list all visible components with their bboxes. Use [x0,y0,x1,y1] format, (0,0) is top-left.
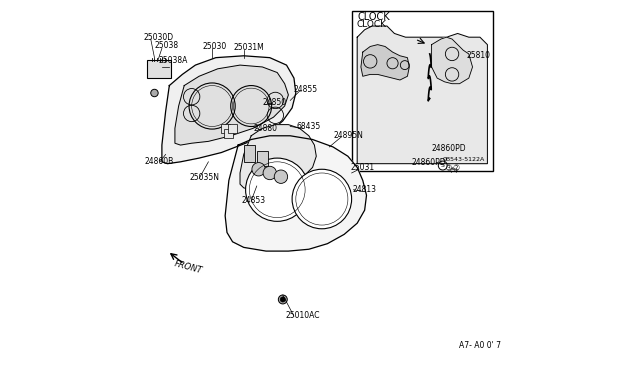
Circle shape [263,166,276,180]
Polygon shape [431,37,472,84]
Text: 25030: 25030 [203,42,227,51]
Text: 25030D: 25030D [143,33,173,42]
Bar [244,145,255,162]
Text: S: S [441,163,445,169]
Bar [225,129,234,138]
Text: CLOCK: CLOCK [356,20,387,29]
Text: 24895N: 24895N [333,131,363,140]
FancyBboxPatch shape [351,11,493,171]
Text: 24860PD: 24860PD [411,158,446,167]
Text: 25010AC: 25010AC [286,311,320,320]
Circle shape [278,295,287,304]
Text: 24853: 24853 [241,196,265,205]
Circle shape [252,163,266,176]
Bar [257,151,268,166]
Text: 24813: 24813 [353,185,377,194]
Circle shape [292,169,351,229]
Text: 25031M: 25031M [234,43,264,52]
Text: 25031: 25031 [351,163,374,172]
Text: A7- A0 0' 7: A7- A0 0' 7 [460,341,502,350]
Bar [221,124,230,133]
Polygon shape [240,125,316,192]
Polygon shape [175,65,289,145]
Polygon shape [162,56,296,164]
Circle shape [246,158,309,221]
Text: 0B543-5122A: 0B543-5122A [443,157,485,163]
Text: 25810: 25810 [467,51,491,60]
Text: CLOCK: CLOCK [357,12,390,22]
Text: 25038A: 25038A [158,56,188,65]
Text: 24850: 24850 [262,98,287,107]
FancyBboxPatch shape [147,60,172,78]
Bar [228,124,237,133]
Text: FRONT: FRONT [173,259,203,275]
Text: 25038: 25038 [154,41,179,50]
Circle shape [280,297,285,302]
Text: ➂₃➁: ➂₃➁ [445,165,460,171]
Polygon shape [361,45,410,80]
Polygon shape [225,136,367,251]
Circle shape [151,89,158,97]
Text: 24860B: 24860B [145,157,173,166]
Text: 25035N: 25035N [189,173,219,182]
Text: 24860PD: 24860PD [431,144,466,153]
Polygon shape [357,26,488,164]
Circle shape [275,170,287,183]
Text: 24855: 24855 [293,85,317,94]
Text: (3): (3) [449,167,458,173]
Text: 68435: 68435 [297,122,321,131]
Text: 24880: 24880 [253,124,277,133]
